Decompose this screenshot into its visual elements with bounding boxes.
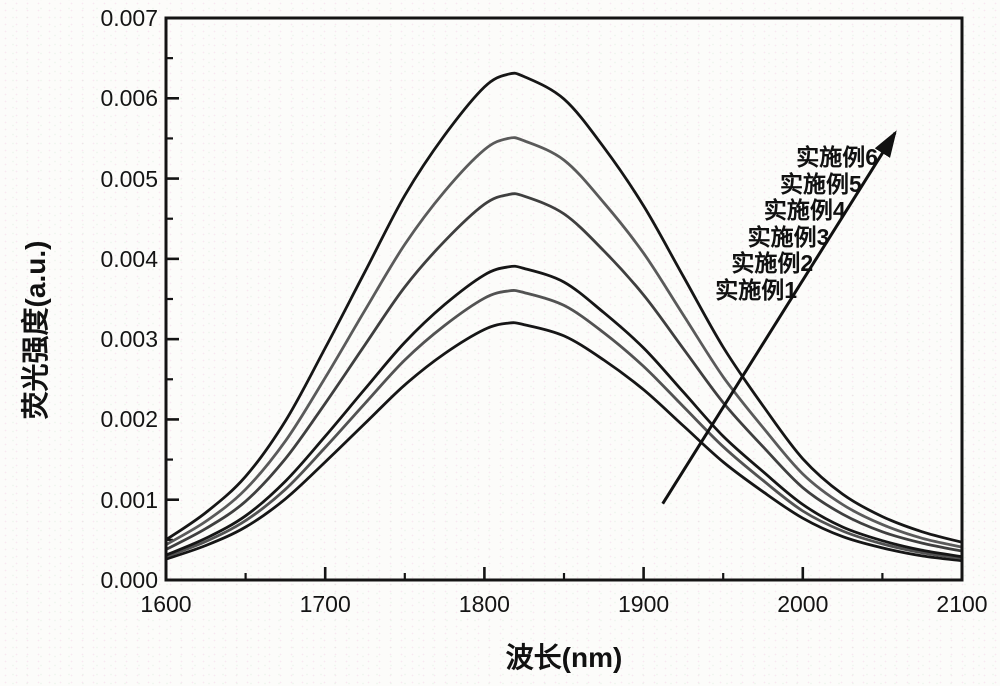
- x-tick-label: 2100: [936, 591, 988, 617]
- legend-label-5: 实施例5: [780, 170, 862, 197]
- curve-example-5: [164, 136, 964, 549]
- x-tick-label: 1800: [458, 591, 510, 617]
- y-tick-label: 0.003: [100, 326, 158, 353]
- y-tick-label: 0.002: [100, 406, 158, 433]
- x-tick-label: 1900: [618, 591, 670, 617]
- curve-example-2: [164, 289, 964, 560]
- y-tick-label: 0.006: [100, 85, 158, 112]
- legend-label-4: 实施例4: [763, 197, 846, 223]
- y-tick-label: 0.001: [100, 486, 158, 513]
- legend-label-1: 实施例1: [715, 276, 797, 303]
- y-tick-label: 0.007: [100, 5, 158, 31]
- plot-frame: [164, 16, 964, 582]
- y-axis-title: 荧光强度(a.u.): [20, 240, 51, 420]
- x-tick-label: 2000: [777, 591, 829, 617]
- curve-example-1: [164, 321, 964, 563]
- y-tick-label: 0.004: [100, 245, 158, 272]
- curve-example-4: [164, 192, 964, 553]
- increasing-trend-arrow-icon: [661, 130, 897, 505]
- legend-label-6: 实施例6: [796, 144, 878, 170]
- legend-label-3: 实施例3: [747, 223, 830, 250]
- curve-example-6: [164, 71, 964, 544]
- x-tick-label: 1700: [299, 591, 351, 617]
- x-tick-label: 1600: [140, 591, 192, 617]
- legend-label-2: 实施例2: [731, 250, 814, 276]
- y-tick-label: 0.005: [100, 165, 158, 192]
- y-tick-label: 0.000: [100, 567, 158, 593]
- x-axis-title: 波长(nm): [505, 642, 623, 673]
- curve-example-3: [164, 264, 964, 559]
